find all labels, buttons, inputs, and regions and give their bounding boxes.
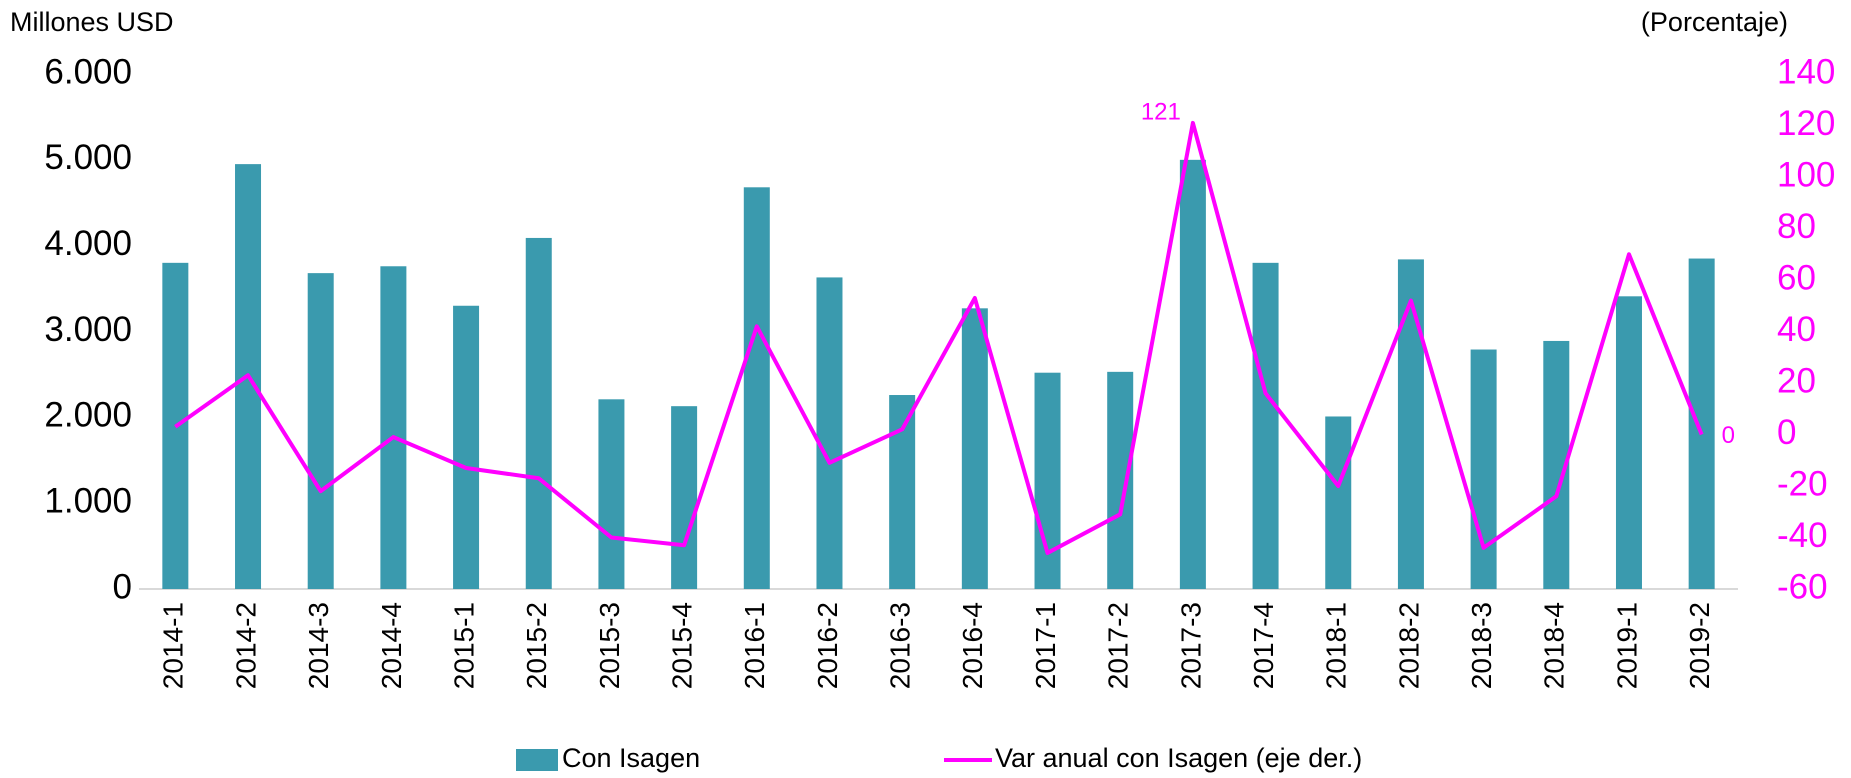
x-tick-label: 2014-4: [376, 602, 407, 689]
x-tick-label: 2017-1: [1030, 602, 1061, 689]
bar: [816, 277, 843, 589]
bar: [889, 395, 916, 589]
bar: [743, 187, 770, 590]
bar: [1179, 159, 1206, 590]
x-tick-label: 2019-1: [1611, 602, 1642, 689]
y-tick-label: 5.000: [44, 138, 132, 177]
x-tick-label: 2016-4: [957, 602, 988, 689]
bar: [380, 266, 407, 589]
bar: [1325, 416, 1352, 589]
y2-axis-title: (Porcentaje): [1641, 7, 1788, 37]
x-tick-label: 2016-3: [885, 602, 916, 689]
y-tick-label: 3.000: [44, 310, 132, 349]
y2-tick-label: 0: [1777, 413, 1796, 452]
x-tick-label: 2014-2: [230, 602, 261, 689]
x-tick-label: 2016-1: [739, 602, 770, 689]
bar: [961, 308, 988, 589]
bar: [1615, 296, 1642, 589]
x-tick-label: 2017-2: [1103, 602, 1134, 689]
y-axis-title: Millones USD: [10, 7, 174, 37]
bar: [1034, 372, 1061, 589]
y2-tick-label: 40: [1777, 310, 1816, 349]
bar: [598, 399, 625, 589]
data-label: 121: [1141, 98, 1181, 125]
bar: [671, 406, 698, 589]
bar: [1107, 371, 1134, 589]
y2-tick-label: 120: [1777, 104, 1835, 143]
x-tick-label: 2017-3: [1175, 602, 1206, 689]
x-tick-label: 2015-3: [594, 602, 625, 689]
y-tick-label: 6.000: [44, 52, 132, 91]
x-tick-label: 2018-4: [1539, 602, 1570, 689]
y2-tick-label: -40: [1777, 516, 1828, 555]
bar: [453, 305, 480, 589]
y2-tick-label: -20: [1777, 464, 1828, 503]
y-tick-label: 2.000: [44, 396, 132, 435]
x-tick-label: 2015-2: [521, 602, 552, 689]
bar: [1688, 258, 1715, 589]
y2-tick-label: 60: [1777, 258, 1816, 297]
x-tick-label: 2015-4: [667, 602, 698, 689]
bar: [1252, 262, 1279, 589]
y-tick-label: 1.000: [44, 481, 132, 520]
bar: [1397, 259, 1424, 589]
x-tick-label: 2014-1: [158, 602, 189, 689]
y2-tick-label: 100: [1777, 155, 1835, 194]
legend-label: Con Isagen: [562, 743, 700, 773]
bar: [525, 237, 552, 590]
y-tick-label: 4.000: [44, 224, 132, 263]
legend-label: Var anual con Isagen (eje der.): [995, 743, 1362, 773]
x-tick-label: 2017-4: [1248, 602, 1279, 689]
y2-tick-label: 80: [1777, 207, 1816, 246]
y-tick-label: 0: [113, 567, 132, 606]
x-tick-label: 2014-3: [303, 602, 334, 689]
y2-tick-label: -60: [1777, 567, 1828, 606]
y2-tick-label: 20: [1777, 361, 1816, 400]
data-label: 0: [1722, 422, 1735, 449]
legend-swatch: [516, 749, 558, 771]
x-tick-label: 2018-2: [1393, 602, 1424, 689]
x-tick-label: 2018-1: [1321, 602, 1352, 689]
x-tick-label: 2019-2: [1684, 602, 1715, 689]
x-tick-label: 2018-3: [1466, 602, 1497, 689]
x-tick-label: 2016-2: [812, 602, 843, 689]
line: [174, 120, 1704, 555]
bar: [1470, 349, 1497, 589]
x-tick-label: 2015-1: [448, 602, 479, 689]
bar: [307, 273, 334, 589]
y2-tick-label: 140: [1777, 52, 1835, 91]
